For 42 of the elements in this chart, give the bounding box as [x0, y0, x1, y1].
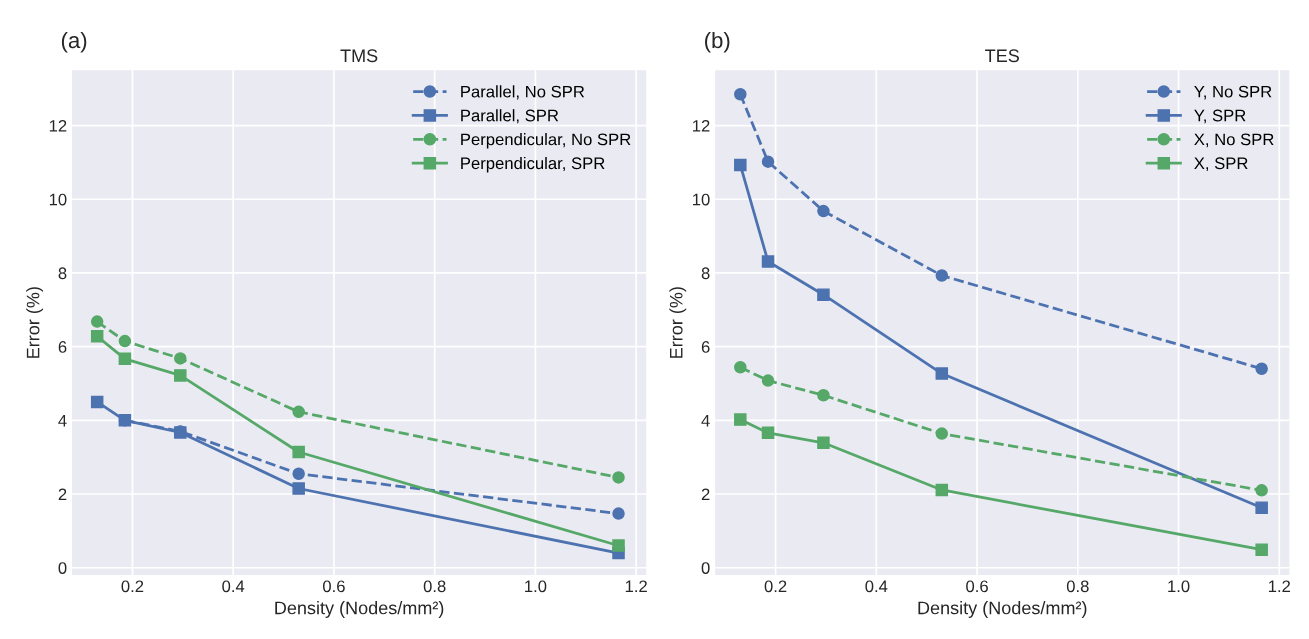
- y-tick-label: 2: [58, 488, 67, 501]
- y-tick-label: 0: [58, 562, 67, 574]
- x-axis-title: Density (Nodes/mm²): [275, 601, 444, 618]
- x-tick-label: 0.6: [322, 580, 345, 593]
- y-tick-label: 8: [701, 267, 710, 280]
- y-tick-label: 4: [701, 414, 710, 427]
- x-axis-title: Density (Nodes/mm²): [918, 601, 1087, 618]
- text: (a): [61, 31, 87, 53]
- chart-title: TMS: [340, 49, 378, 63]
- x-tick-label: 0.4: [865, 580, 888, 593]
- legend-label: Perpendicular, SPR: [461, 156, 605, 173]
- legend-label: Parallel, No SPR: [461, 85, 585, 100]
- y-tick-label: 0: [701, 562, 710, 574]
- text: (b): [705, 31, 730, 53]
- y-tick-label: 6: [58, 341, 67, 353]
- x-tick-label: 0.2: [121, 580, 144, 593]
- y-tick-label: 6: [701, 341, 710, 353]
- y-tick-label: 10: [49, 193, 67, 206]
- y-axis-title: Error (%): [669, 287, 687, 358]
- chart-title: TES: [985, 49, 1019, 63]
- y-tick-label: 12: [693, 119, 710, 132]
- x-tick-label: 1.2: [1268, 580, 1291, 593]
- legend-label: X, SPR: [1194, 157, 1248, 172]
- y-tick-label: 4: [58, 414, 67, 427]
- x-tick-label: 0.2: [764, 580, 787, 593]
- legend-label: Y, No SPR: [1194, 85, 1272, 100]
- legend-label: Y, SPR: [1194, 109, 1246, 124]
- y-axis-title: Error (%): [26, 287, 44, 358]
- x-tick-label: 1.0: [1168, 580, 1190, 593]
- x-tick-label: 0.4: [222, 580, 245, 593]
- legend-label: Parallel, SPR: [461, 109, 559, 124]
- x-tick-label: 0.8: [423, 580, 446, 593]
- x-tick-label: 0.8: [1066, 580, 1089, 593]
- y-tick-label: 12: [49, 119, 67, 132]
- y-tick-label: 2: [701, 488, 710, 501]
- x-tick-label: 1.2: [625, 580, 647, 593]
- legend-label: X, No SPR: [1194, 133, 1274, 148]
- legend-label: Perpendicular, No SPR: [461, 133, 631, 149]
- y-tick-label: 8: [58, 267, 67, 280]
- y-tick-label: 10: [693, 193, 710, 206]
- x-tick-label: 0.6: [966, 580, 988, 593]
- x-tick-label: 1.0: [525, 580, 547, 593]
